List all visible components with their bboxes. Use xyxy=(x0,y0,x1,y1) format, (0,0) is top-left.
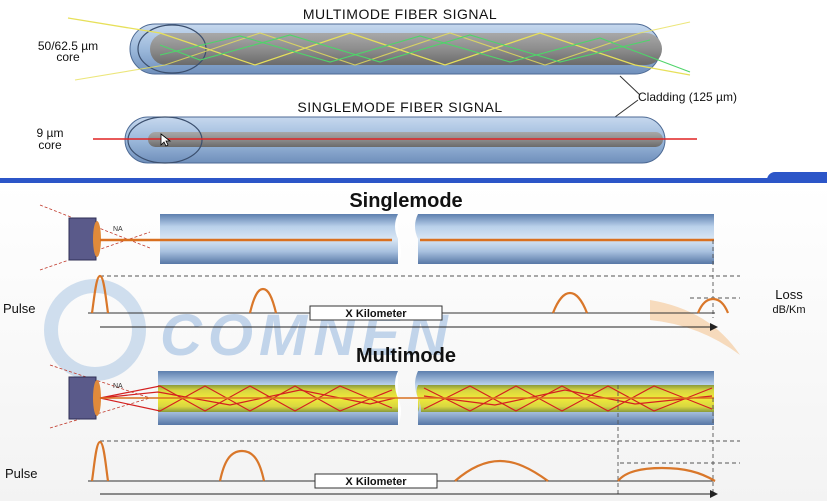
multimode-na-label: NA xyxy=(113,383,123,390)
multimode-section-title: Multimode xyxy=(356,345,456,367)
singlemode-fiber-title: SINGLEMODE FIBER SIGNAL xyxy=(297,99,502,115)
multimode-fiber-title: MULTIMODE FIBER SIGNAL xyxy=(303,6,497,22)
multimode-fiber-segments xyxy=(99,371,714,425)
mouse-cursor-icon xyxy=(160,133,172,147)
multimode-core-size-label: 50/62.5 µm xyxy=(38,39,98,53)
multimode-source: NA xyxy=(49,364,151,429)
singlemode-pulses xyxy=(90,274,730,314)
loss-unit-label: dB/Km xyxy=(772,304,805,316)
cladding-leader-bottom xyxy=(614,99,639,118)
singlemode-arrow-head-icon xyxy=(710,323,718,331)
singlemode-core-label: core xyxy=(38,138,62,152)
multimode-distance-box xyxy=(314,473,438,489)
singlemode-core-size-label: 9 µm xyxy=(37,126,64,140)
multimode-arrow-head-icon xyxy=(710,490,718,498)
multimode-pulses xyxy=(90,440,716,482)
singlemode-section-title: Singlemode xyxy=(349,190,462,212)
singlemode-fiber-segments xyxy=(100,214,714,264)
singlemode-distance-label: X Kilometer xyxy=(345,308,407,320)
singlemode-pulse-label: Pulse xyxy=(3,301,36,316)
singlemode-source: NA xyxy=(39,204,151,271)
singlemode-distance-box xyxy=(309,305,443,321)
multimode-pulse-label: Pulse xyxy=(5,466,38,481)
multimode-core-label: core xyxy=(56,50,80,64)
panel-divider xyxy=(0,178,827,183)
cladding-leader-top xyxy=(619,75,641,96)
multimode-fiber xyxy=(67,17,691,81)
singlemode-fiber xyxy=(93,116,697,164)
loss-label: Loss xyxy=(775,287,803,302)
cladding-label: Cladding (125 µm) xyxy=(638,90,737,104)
multimode-distance-label: X Kilometer xyxy=(345,476,407,488)
singlemode-na-label: NA xyxy=(113,226,123,233)
